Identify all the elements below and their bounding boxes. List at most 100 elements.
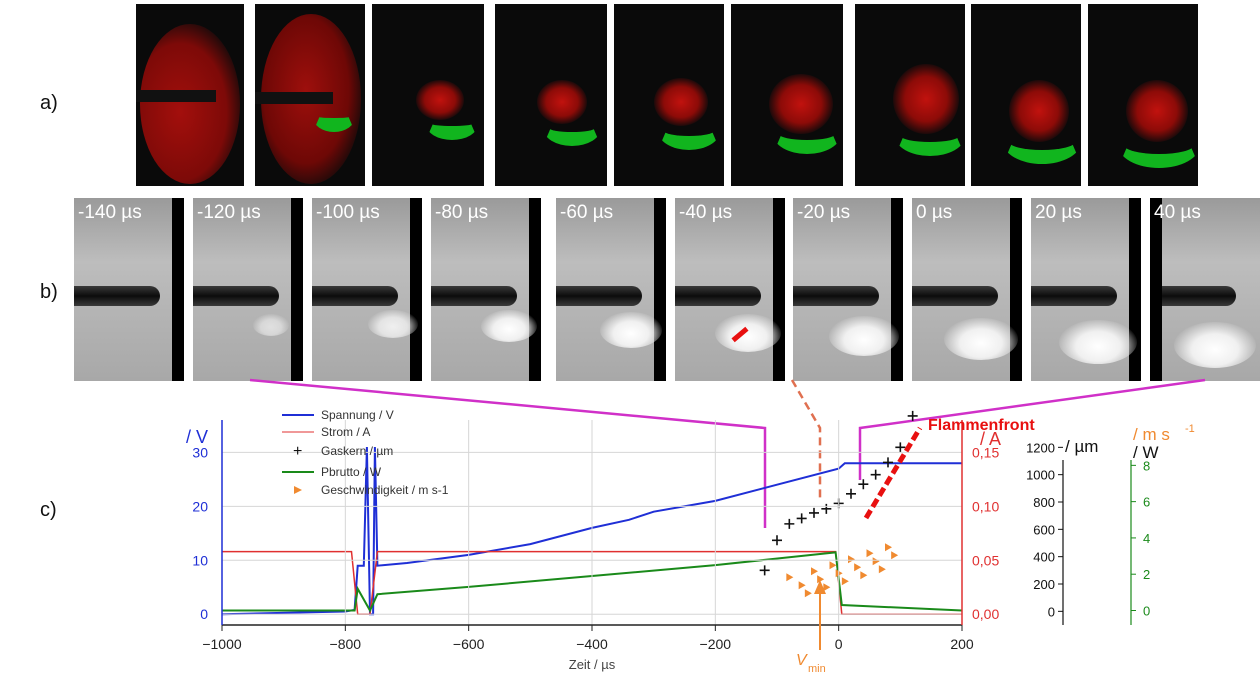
y-tick-label-kernel: 600 — [1033, 522, 1055, 537]
kernel-marker — [870, 469, 881, 480]
kernel-marker — [883, 457, 893, 468]
legend-label: Gaskern / µm — [321, 444, 393, 458]
kernel-marker — [858, 479, 869, 490]
frame-b-1: -140 µs — [74, 198, 184, 381]
frame-b-2: -120 µs — [193, 198, 303, 381]
x-tick-label: −400 — [576, 636, 608, 652]
speed-marker — [786, 573, 794, 582]
frame-b-7: -20 µs — [793, 198, 903, 381]
svg-text:+: + — [293, 443, 302, 460]
frame-a-5 — [614, 4, 724, 186]
kernel-marker — [796, 513, 807, 524]
speed-marker — [866, 549, 874, 558]
flammenfront-dashed-line — [863, 426, 923, 520]
x-tick-label: −200 — [700, 636, 732, 652]
kernel-marker — [846, 488, 856, 499]
speed-marker — [878, 565, 886, 574]
frame-a-6 — [731, 4, 843, 186]
frame-b-9: 20 µs — [1031, 198, 1141, 381]
kernel-marker — [759, 565, 770, 576]
y-axis-title-power: / W — [1133, 443, 1159, 462]
frame-a-4 — [495, 4, 607, 186]
frame-a-8 — [971, 4, 1081, 186]
frame-a-3 — [372, 4, 484, 186]
kernel-marker — [895, 442, 906, 453]
y-axis-title-voltage: / V — [186, 427, 208, 447]
speed-marker — [860, 571, 868, 580]
y-tick-label-voltage: 0 — [200, 606, 208, 622]
x-tick-label: 0 — [835, 636, 843, 652]
speed-marker — [811, 567, 818, 576]
legend-label: Pbrutto / W — [321, 465, 382, 479]
speed-marker — [823, 583, 831, 592]
y-axis-title-speed: / m s — [1133, 425, 1170, 444]
vmin-label: V — [796, 652, 808, 669]
speed-marker — [848, 555, 855, 564]
frame-b-8: 0 µs — [912, 198, 1022, 381]
time-label: -100 µs — [316, 202, 380, 223]
frame-a-2 — [255, 4, 365, 186]
y-tick-label-voltage: 10 — [192, 552, 208, 568]
y-axis-title-kernel: / µm — [1065, 437, 1098, 456]
speed-marker — [891, 551, 899, 560]
legend-label: Spannung / V — [321, 408, 394, 422]
y-tick-label-current: 0,05 — [972, 552, 999, 568]
frame-b-10: 40 µs — [1150, 198, 1260, 381]
frame-b-3: -100 µs — [312, 198, 422, 381]
kernel-marker — [784, 518, 795, 529]
time-label: -80 µs — [435, 202, 489, 223]
panel-c-label: c) — [40, 499, 57, 521]
legend-label: Strom / A — [321, 425, 370, 439]
y-tick-label-current: 0,10 — [972, 498, 999, 514]
time-label: -120 µs — [197, 202, 261, 223]
flammenfront-label: Flammenfront — [928, 417, 1035, 434]
speed-marker — [798, 581, 806, 590]
vmin-subscript: min — [808, 663, 826, 675]
frame-a-7 — [855, 4, 965, 186]
y-tick-label-kernel: 200 — [1033, 577, 1055, 592]
connector-line-dashed — [790, 379, 822, 500]
legend: Spannung / V Strom / A + Gaskern / µm Pb… — [282, 408, 449, 497]
x-axis-title: Zeit / µs — [569, 657, 616, 672]
panel-a-label: a) — [40, 92, 58, 114]
y-tick-label-power: 0 — [1143, 603, 1150, 618]
kernel-marker — [809, 507, 819, 518]
speed-marker — [829, 561, 837, 570]
speed-marker — [841, 577, 849, 586]
y-tick-label-voltage: 20 — [192, 498, 208, 514]
frame-b-5: -60 µs — [556, 198, 666, 381]
time-label: -40 µs — [679, 202, 733, 223]
y-tick-label-kernel: 800 — [1033, 495, 1055, 510]
y-tick-label-kernel: 1200 — [1026, 440, 1055, 455]
y-tick-label-current: 0,15 — [972, 444, 999, 460]
speed-marker — [885, 543, 892, 552]
frame-b-6: -40 µs — [675, 198, 785, 381]
frame-b-4: -80 µs — [431, 198, 541, 381]
x-tick-label: 200 — [950, 636, 974, 652]
frame-a-1 — [136, 4, 244, 186]
time-label: -140 µs — [78, 202, 142, 223]
y-tick-label-power: 8 — [1143, 458, 1150, 473]
kernel-marker — [821, 503, 832, 514]
y-tick-label-kernel: 400 — [1033, 550, 1055, 565]
connector-line-left — [249, 378, 767, 528]
y-tick-label-kernel: 1000 — [1026, 468, 1055, 483]
y-tick-label-power: 6 — [1143, 495, 1150, 510]
x-tick-label: −1000 — [202, 636, 242, 652]
time-label: -20 µs — [797, 202, 851, 223]
panel-b-label: b) — [40, 281, 58, 303]
speed-marker — [854, 563, 862, 572]
speed-marker — [872, 557, 880, 566]
time-label: 40 µs — [1154, 202, 1201, 223]
y-tick-label-voltage: 30 — [192, 444, 208, 460]
speed-marker — [817, 575, 825, 584]
frame-a-9 — [1088, 4, 1198, 186]
y-tick-label-kernel: 0 — [1048, 604, 1055, 619]
y-axis-title-speed-sup: -1 — [1185, 423, 1195, 435]
kernel-marker — [772, 535, 782, 546]
x-tick-label: −600 — [453, 636, 485, 652]
speed-marker — [804, 589, 812, 598]
kernel-marker — [907, 410, 918, 421]
